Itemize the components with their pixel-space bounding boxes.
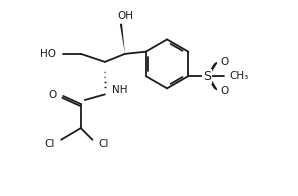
Text: O: O: [221, 86, 229, 96]
Text: Cl: Cl: [98, 139, 109, 149]
Text: NH: NH: [112, 85, 128, 95]
Text: Cl: Cl: [45, 139, 55, 149]
Polygon shape: [120, 24, 125, 54]
Text: CH₃: CH₃: [229, 71, 248, 81]
Text: O: O: [221, 57, 229, 67]
Text: OH: OH: [117, 11, 133, 21]
Text: S: S: [203, 70, 211, 83]
Text: O: O: [48, 90, 56, 100]
Text: HO: HO: [40, 49, 56, 59]
